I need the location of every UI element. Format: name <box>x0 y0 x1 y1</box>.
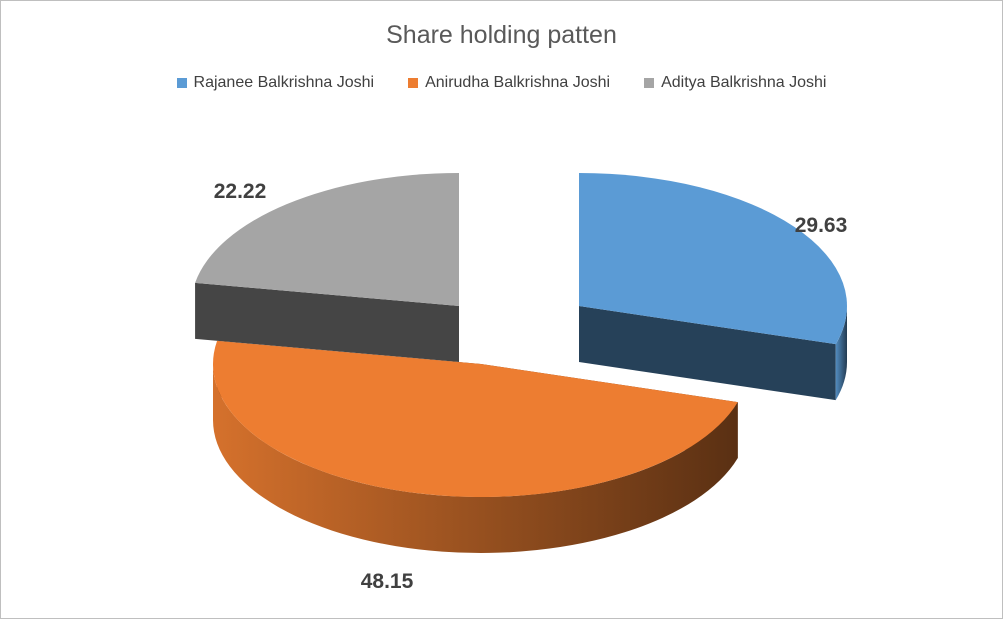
legend-swatch <box>644 78 655 88</box>
legend-swatch <box>408 78 419 88</box>
legend-label: Aditya Balkrishna Joshi <box>661 74 827 91</box>
legend-label: Anirudha Balkrishna Joshi <box>425 74 611 91</box>
slice-rim-rajanee-balkrishna-joshi <box>835 306 847 401</box>
legend-label: Rajanee Balkrishna Joshi <box>193 74 375 91</box>
data-label-aditya-balkrishna-joshi: 22.22 <box>214 180 267 203</box>
legend-swatch <box>176 78 187 88</box>
legend-item-rajanee-balkrishna-joshi: Rajanee Balkrishna Joshi <box>176 74 375 92</box>
slice-aditya-balkrishna-joshi <box>195 173 460 306</box>
data-label-rajanee-balkrishna-joshi: 29.63 <box>795 214 848 237</box>
slice-rajanee-balkrishna-joshi <box>579 173 847 345</box>
data-label-anirudha-balkrishna-joshi: 48.15 <box>361 570 414 593</box>
slice-anirudha-balkrishna-joshi <box>213 340 738 497</box>
legend-item-aditya-balkrishna-joshi: Aditya Balkrishna Joshi <box>644 74 826 92</box>
slice-cut-face <box>579 306 836 401</box>
legend-item-anirudha-balkrishna-joshi: Anirudha Balkrishna Joshi <box>408 74 610 92</box>
slice-tops-layer <box>195 173 847 497</box>
slice-rim-anirudha-balkrishna-joshi <box>213 364 738 554</box>
legend: Rajanee Balkrishna Joshi Anirudha Balkris… <box>1 74 1002 92</box>
chart-title: Share holding patten <box>386 21 617 49</box>
slice-cut-face <box>195 282 460 362</box>
